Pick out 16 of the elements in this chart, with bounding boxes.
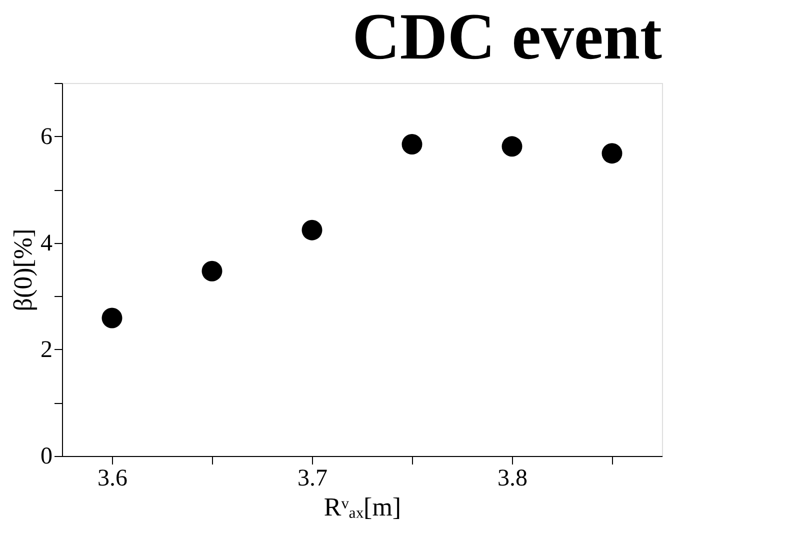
y-tick-label: 6 xyxy=(40,124,52,150)
point xyxy=(402,134,422,155)
x-tick-label: 3.8 xyxy=(498,466,528,492)
y-tick-label: 0 xyxy=(40,444,52,470)
point xyxy=(102,308,122,328)
x-tick-label: 3.6 xyxy=(98,466,128,492)
point xyxy=(602,143,622,164)
point xyxy=(202,260,222,282)
y-axis-title: β(0)[%] xyxy=(8,228,38,312)
chart-title: CDC event xyxy=(352,0,662,74)
y-tick-label: 4 xyxy=(40,230,52,256)
y-tick-label: 2 xyxy=(40,336,52,363)
x-tick-label: 3.7 xyxy=(298,466,328,492)
point xyxy=(302,220,322,240)
point xyxy=(502,136,522,157)
x-axis-title: Rᵛₐₓ[m] xyxy=(324,492,402,522)
